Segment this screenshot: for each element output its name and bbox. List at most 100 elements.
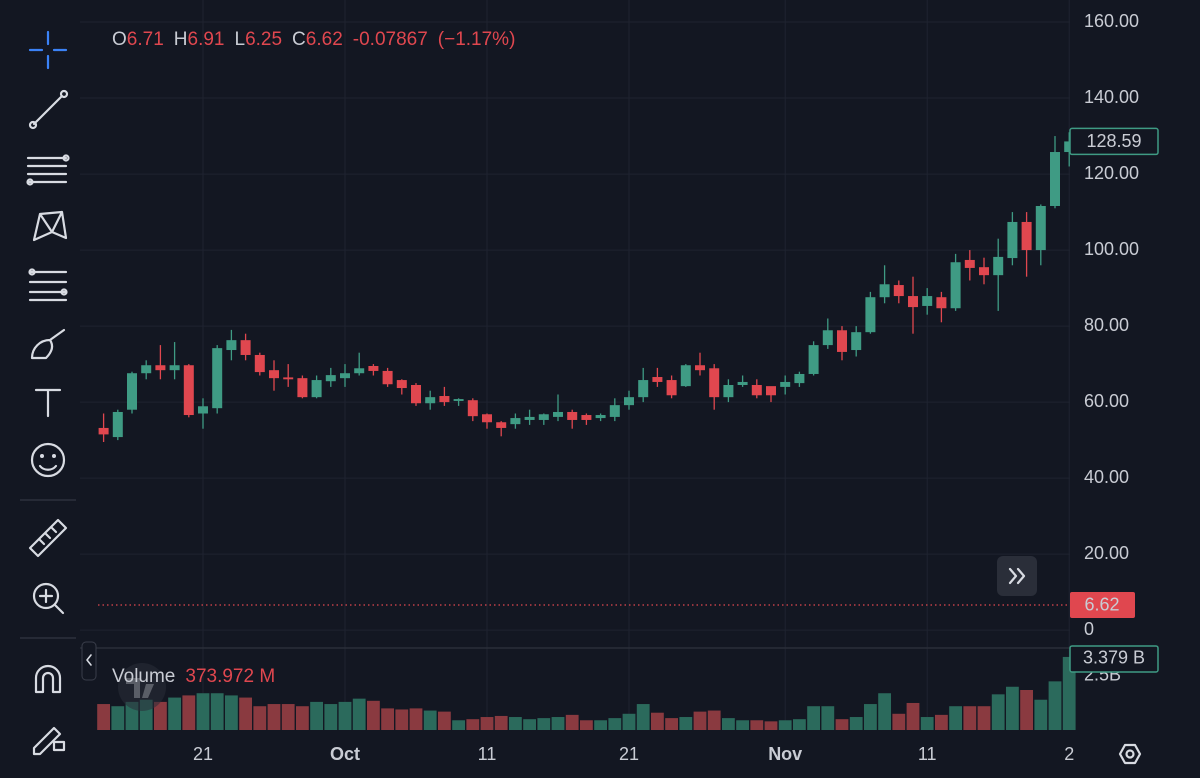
volume-bar [565,714,579,730]
candle-body [396,380,407,389]
x-tick-label: Nov [768,744,802,764]
legend-change-pct: (−1.17%) [438,29,516,50]
text-tool[interactable] [34,388,62,418]
y-tick-label: 60.00 [1084,391,1129,411]
volume-bar [352,698,366,730]
volume-legend-label: Volume [112,666,175,687]
candle-body [198,406,208,414]
candle-body [354,368,365,374]
candle-body [411,384,421,404]
candle-body [595,415,606,419]
candle-body [382,370,393,385]
volume-legend: Volume 373.972 M [112,666,275,687]
candle-body [538,414,549,420]
volume-bar [466,719,480,730]
volume-bar [665,718,678,730]
x-tick-label: 2 [1064,744,1074,764]
candle-body [652,377,663,382]
magnet-tool[interactable] [34,664,62,694]
ruler-tool[interactable] [28,518,68,558]
ohlc-legend: O6.71 H6.91 L6.25 C6.62 -0.07867 (−1.17%) [112,29,515,50]
candle-body [368,365,379,371]
x-tick-label: 21 [619,744,639,764]
candle-body [922,296,933,306]
candle-body [837,330,847,352]
volume-bar [182,695,196,730]
volume-bar [281,704,295,730]
legend-key: H [174,29,188,50]
candle-body [780,381,791,387]
legend-key: L [234,29,245,50]
candle-body [950,262,961,309]
volume-bar [196,693,210,730]
volume-bar [722,718,735,730]
volume-bar [1020,690,1033,730]
volume-bar [338,701,352,730]
volume-bar [636,704,650,730]
candle-body [751,384,762,396]
volume-bar [381,708,394,730]
candle-body [311,380,322,398]
volume-bar [764,721,778,730]
trend-line-tool[interactable] [28,89,69,130]
crosshair-tool[interactable] [28,30,68,70]
candle-body [893,285,904,297]
volume-bar [963,706,977,730]
candle-body [908,296,918,308]
brush-tool[interactable] [30,328,66,360]
candle-body [695,365,705,371]
lines-tool[interactable] [26,154,70,186]
candle-body [467,400,478,417]
candle-body [1050,152,1060,206]
candle-body [993,256,1004,276]
lock-tool[interactable] [32,726,66,756]
marks [97,132,1076,730]
legend-value: 6.91 [188,29,225,50]
scroll-button[interactable] [997,556,1037,596]
candle-body [581,415,592,420]
current-price-box [1070,591,1135,618]
volume-bar [693,711,707,730]
volume-bar [296,706,309,730]
candle-body [936,297,947,309]
volume-bar [210,693,224,730]
volume-bar [864,704,877,730]
volume-bar [807,706,820,730]
volume-bar [494,715,508,730]
legend-change: -0.07867 [353,29,428,50]
collapse-button[interactable] [81,641,97,681]
y-tick-label: 20.00 [1084,543,1129,563]
volume-bar [395,709,409,730]
fib-tool[interactable] [28,268,68,302]
y-tick-label: 40.00 [1084,467,1129,487]
candle-body [680,365,691,387]
candle-body [1064,141,1075,153]
volume-bar [878,693,891,730]
candle-body [112,411,123,438]
volume-bar [253,706,267,730]
emoji-tool[interactable] [30,442,66,478]
volume-bar [239,697,252,730]
volume-bar [551,717,565,730]
candle-body [453,399,464,401]
current-price-label: 6.62 [1084,595,1119,615]
volume-bar [608,718,622,730]
toolbar [0,0,80,778]
volume-bar [707,710,721,730]
settings-button[interactable] [1118,743,1142,765]
zoom-tool[interactable] [32,582,65,615]
candle-body [709,368,720,398]
volume-bar [849,717,863,730]
candle-body [638,380,649,398]
candle-body [98,427,109,435]
grid [80,0,1070,730]
volume-bar [920,717,934,730]
volume-bar [97,704,110,730]
candle-body [879,284,890,298]
volume-bar [509,717,522,730]
pattern-tool[interactable] [32,210,68,242]
candle-body [766,386,776,396]
legend-value: 6.25 [245,29,282,50]
y-tick-label: 80.00 [1084,315,1129,335]
